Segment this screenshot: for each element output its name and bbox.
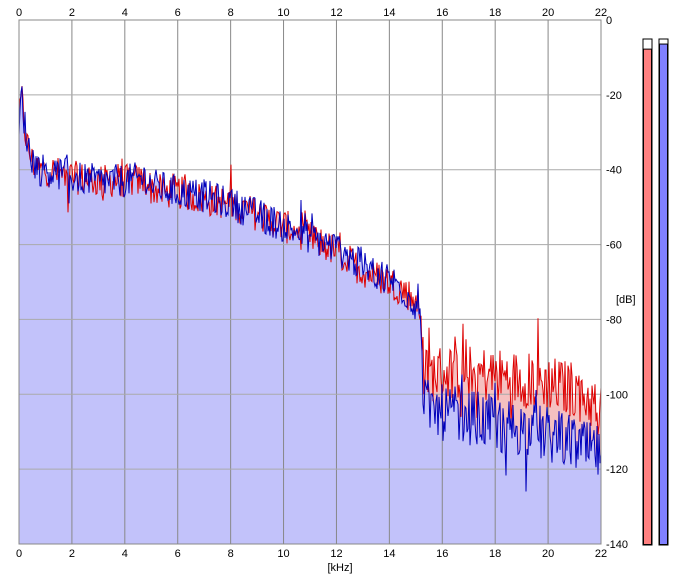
x-tick-label-top: 6 bbox=[175, 7, 181, 19]
spectrum-line-left bbox=[18, 85, 602, 435]
plot-area bbox=[18, 19, 602, 545]
x-tick-label-bottom: 8 bbox=[228, 548, 234, 560]
x-tick-label-bottom: 14 bbox=[383, 548, 395, 560]
x-tick-label-bottom: 10 bbox=[277, 548, 289, 560]
plot-border bbox=[18, 19, 602, 545]
y-axis-right: 0 -20 -40 -60 -80 -100 -120 -140 bbox=[606, 15, 628, 551]
y-tick-label: -20 bbox=[606, 90, 622, 102]
y-tick-label: -80 bbox=[606, 314, 622, 326]
x-tick-label-top: 14 bbox=[383, 7, 395, 19]
x-tick-label-top: 2 bbox=[69, 7, 75, 19]
x-tick-label-bottom: 16 bbox=[436, 548, 448, 560]
x-tick-label-bottom: 2 bbox=[69, 548, 75, 560]
grid-lines bbox=[19, 20, 601, 544]
x-tick-label-bottom: 4 bbox=[122, 548, 128, 560]
x-tick-label-top: 22 bbox=[595, 7, 607, 19]
y-tick-label: 0 bbox=[606, 15, 612, 27]
x-tick-label-bottom: 0 bbox=[16, 548, 22, 560]
x-tick-label-top: 20 bbox=[542, 7, 554, 19]
level-meters bbox=[642, 38, 669, 546]
x-tick-label-bottom: 6 bbox=[175, 548, 181, 560]
x-tick-label-top: 4 bbox=[122, 7, 128, 19]
level-meter-left bbox=[643, 48, 652, 546]
x-axis-bottom: 0 2 4 6 8 10 12 14 16 18 20 22 bbox=[16, 548, 607, 560]
x-axis-top: 0 2 4 6 8 10 12 14 16 18 20 22 bbox=[16, 7, 607, 19]
y-tick-label: -100 bbox=[606, 389, 628, 401]
spectrum-lines bbox=[18, 85, 602, 492]
x-tick-label-bottom: 20 bbox=[542, 548, 554, 560]
x-tick-label-top: 0 bbox=[16, 7, 22, 19]
x-tick-label-top: 8 bbox=[228, 7, 234, 19]
x-tick-label-top: 16 bbox=[436, 7, 448, 19]
x-tick-label-top: 10 bbox=[277, 7, 289, 19]
y-axis-label: [dB] bbox=[616, 294, 636, 306]
level-meter-right bbox=[659, 43, 668, 546]
y-tick-label: -60 bbox=[606, 240, 622, 252]
x-tick-label-bottom: 18 bbox=[489, 548, 501, 560]
spectrum-line-right bbox=[18, 86, 602, 492]
x-tick-label-bottom: 12 bbox=[330, 548, 342, 560]
spectrum-fill-right bbox=[19, 86, 601, 544]
y-tick-label: -140 bbox=[606, 539, 628, 551]
y-tick-label: -120 bbox=[606, 464, 628, 476]
x-tick-label-top: 12 bbox=[330, 7, 342, 19]
y-tick-label: -40 bbox=[606, 165, 622, 177]
x-tick-label-bottom: 22 bbox=[595, 548, 607, 560]
x-axis-label: [kHz] bbox=[327, 562, 352, 574]
spectrum-fills bbox=[19, 86, 601, 544]
x-tick-label-top: 18 bbox=[489, 7, 501, 19]
